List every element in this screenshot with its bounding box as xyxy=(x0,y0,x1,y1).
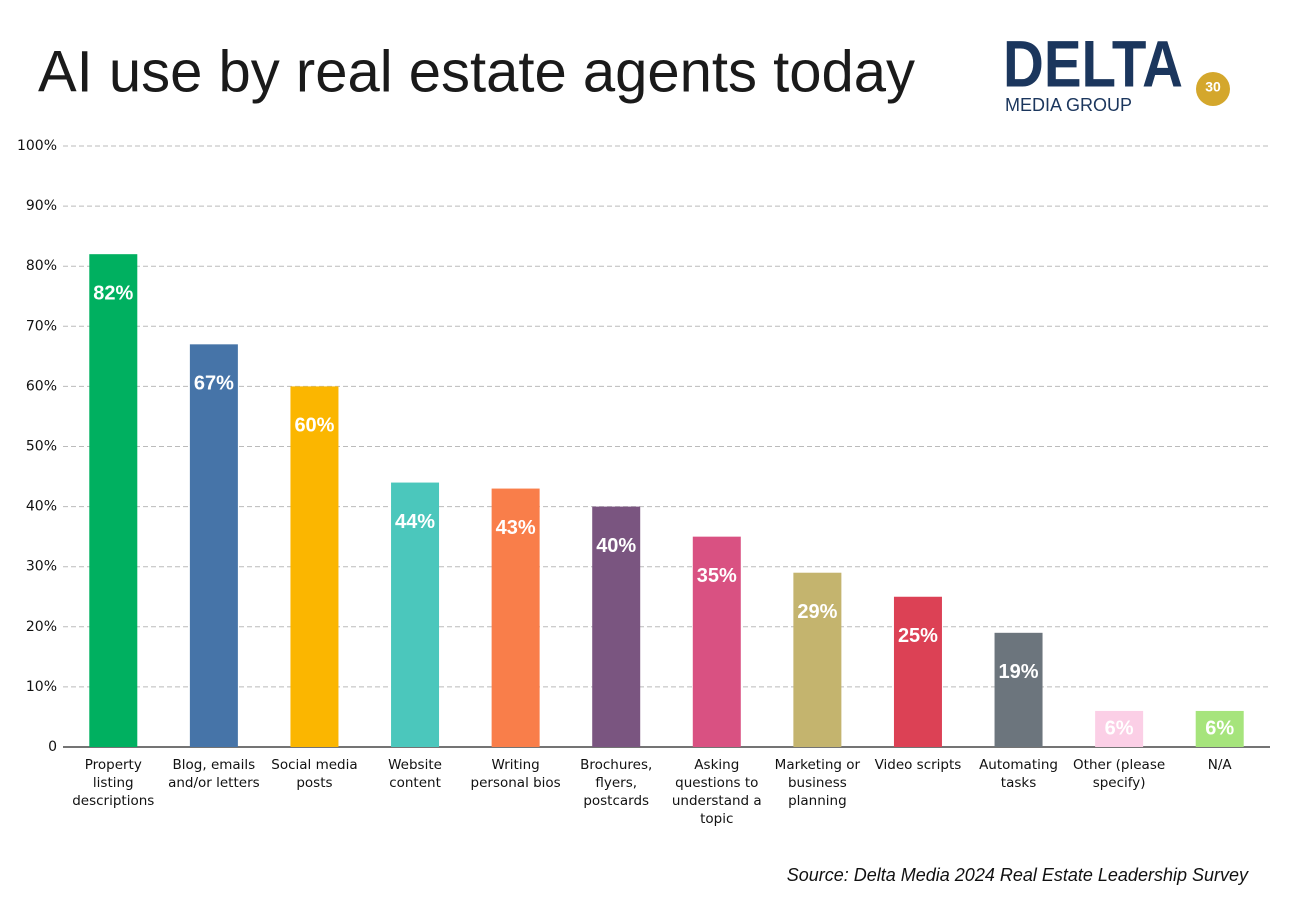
y-tick-label: 0 xyxy=(48,739,57,755)
value-label: 19% xyxy=(999,661,1039,683)
bar xyxy=(391,482,440,747)
x-tick-label: Social media posts xyxy=(271,757,358,791)
bar xyxy=(994,632,1043,747)
value-label: 29% xyxy=(797,601,837,623)
bar xyxy=(1195,710,1244,747)
bar xyxy=(189,344,238,747)
logo-subtitle: MEDIA GROUP xyxy=(1005,95,1132,115)
value-label: 60% xyxy=(294,415,334,437)
bar xyxy=(89,254,138,747)
x-tick-label: Website content xyxy=(388,757,442,791)
source: Source: Delta Media 2024 Real Estate Lea… xyxy=(787,865,1249,885)
y-tick-label: 90% xyxy=(26,198,57,214)
y-tick-label: 80% xyxy=(26,258,57,274)
x-tick-label: Video scripts xyxy=(874,757,962,773)
y-tick-label: 40% xyxy=(26,499,57,515)
value-label: 82% xyxy=(93,282,133,304)
bar xyxy=(692,536,741,747)
y-tick-label: 30% xyxy=(26,559,57,575)
chart-title: AI use by real estate agents today xyxy=(38,39,915,104)
bar xyxy=(290,386,339,747)
value-label: 25% xyxy=(898,625,938,647)
value-label: 44% xyxy=(395,511,435,533)
x-tick-label: Property listing descriptions xyxy=(72,757,155,809)
value-label: 6% xyxy=(1205,717,1234,739)
logo-name: DELTA xyxy=(1003,26,1183,100)
value-label: 6% xyxy=(1105,717,1134,739)
bar xyxy=(1095,710,1144,747)
x-tick-label: Brochures, flyers, postcards xyxy=(580,757,653,809)
x-tick-label: N/A xyxy=(1207,757,1232,773)
value-label: 35% xyxy=(697,565,737,587)
value-label: 67% xyxy=(194,373,234,395)
y-tick-label: 20% xyxy=(26,619,57,635)
logo-badge xyxy=(1196,72,1230,106)
y-tick-label: 10% xyxy=(26,679,57,695)
x-tick-label: Asking questions to understand a topic xyxy=(671,757,762,827)
y-tick-label: 100% xyxy=(17,138,57,154)
y-tick-label: 60% xyxy=(26,378,57,394)
bar xyxy=(893,596,942,747)
logo-badge-text: 30 xyxy=(1205,79,1221,95)
x-tick-label: Writing personal bios xyxy=(470,757,561,791)
value-label: 40% xyxy=(596,535,636,557)
x-tick-label: Other (please specify) xyxy=(1073,757,1166,791)
value-label: 43% xyxy=(496,517,536,539)
bar xyxy=(491,488,540,747)
bar xyxy=(592,506,641,747)
y-tick-label: 50% xyxy=(26,439,57,455)
x-tick-label: Marketing or business planning xyxy=(774,757,861,809)
x-tick-label: Automating tasks xyxy=(979,757,1058,791)
bar xyxy=(793,572,842,747)
x-tick-label: Blog, emails and/or letters xyxy=(168,757,260,791)
y-tick-label: 70% xyxy=(26,318,57,334)
